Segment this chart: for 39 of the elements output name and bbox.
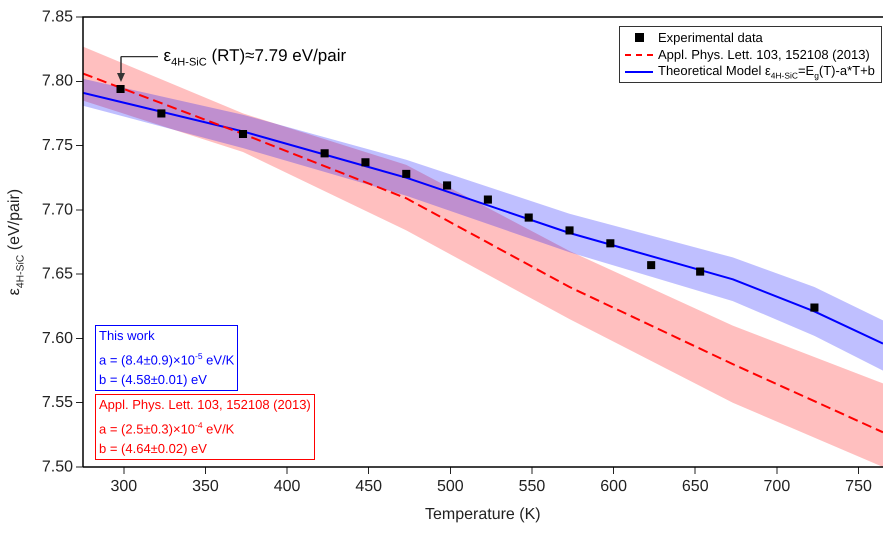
y-tick-label: 7.55 <box>42 394 74 412</box>
y-tick-label: 7.70 <box>42 201 74 218</box>
point <box>606 239 614 248</box>
annotation: This work a = (8.4±0.9)×10$^{-5}$ eV/K b = (4.58±0.01) eV <box>95 325 238 392</box>
y-tick-label: 7.60 <box>42 330 74 347</box>
y-tick-label: 7.85 <box>42 8 74 26</box>
x-tick-label: 400 <box>274 478 301 496</box>
point <box>157 109 166 118</box>
y-tick-label: 7.50 <box>42 458 74 476</box>
y-tick-label: 7.65 <box>42 266 74 283</box>
point <box>810 304 818 312</box>
point <box>402 170 410 178</box>
legend-label: Theoretical Model ε$_{4H-SiC}$=E$_{g}$(T)-a*T+b <box>658 62 875 80</box>
x-tick-label: 700 <box>764 478 790 496</box>
point <box>116 84 125 94</box>
legend-label: Experimental data <box>658 30 763 45</box>
x-tick-label: 450 <box>355 478 382 496</box>
point <box>696 268 704 276</box>
x-tick-label: 350 <box>192 478 219 496</box>
legend-label: Appl. Phys. Lett. 103, 152108 (2013) <box>658 47 870 62</box>
point <box>443 181 452 190</box>
x-tick-label: 750 <box>845 478 872 496</box>
x-tick-label: 300 <box>110 478 138 496</box>
point <box>361 158 370 166</box>
point <box>565 226 574 234</box>
y-tick-label: 7.75 <box>42 136 74 154</box>
x-tick-label: 650 <box>682 478 709 496</box>
x-tick-label: 600 <box>600 478 628 496</box>
point <box>647 261 656 270</box>
point <box>484 196 492 204</box>
x-tick-label: 500 <box>436 478 464 496</box>
y-tick-label: 7.80 <box>42 72 74 90</box>
x-axis-title: Temperature (K) <box>425 506 541 524</box>
annotation: Appl. Phys. Lett. 103, 152108 (2013) a = (2.5±0.3)×10$^{-4}$ eV/K b = (4.64±0.02) eV <box>95 394 315 460</box>
x-tick-label: 550 <box>518 478 546 496</box>
point <box>524 214 533 222</box>
point <box>238 130 248 138</box>
annotation: ε$_{4H-SiC}$ (RT)≈7.79 eV/pair <box>164 46 346 68</box>
point <box>320 149 329 158</box>
